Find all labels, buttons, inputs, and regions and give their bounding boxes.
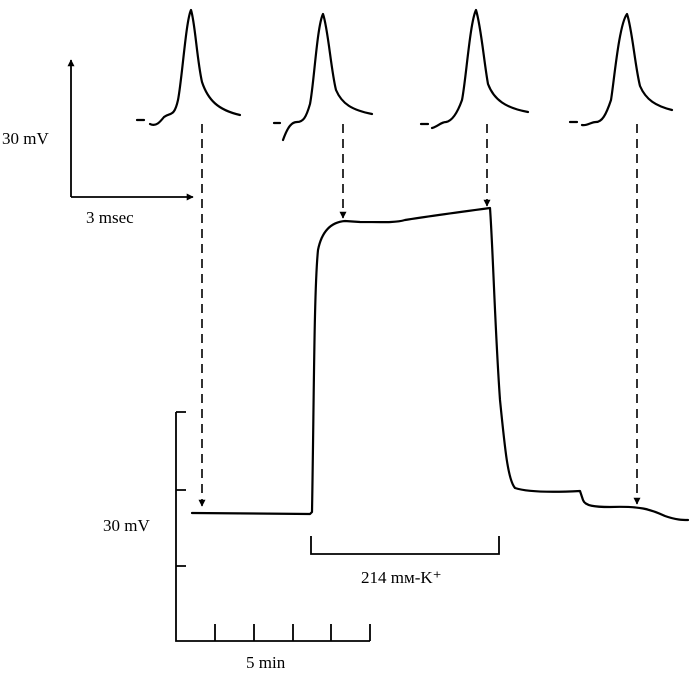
stimulus-bar bbox=[310, 536, 500, 555]
potassium-application-bar: 214 mм-K⁺ bbox=[310, 536, 500, 587]
trace-time-ticks bbox=[214, 624, 371, 641]
spike-scale-bars: 30 mV 3 msec bbox=[2, 59, 194, 227]
spike-to-trace-arrows bbox=[198, 124, 641, 507]
trace-voltage-ticks bbox=[176, 411, 186, 567]
spike-time-label: 3 msec bbox=[86, 208, 134, 227]
membrane-potential-trace bbox=[190, 206, 690, 522]
action-potential-4 bbox=[568, 12, 674, 127]
spike-voltage-label: 30 mV bbox=[2, 129, 49, 148]
action-potential-2 bbox=[272, 12, 374, 142]
stimulus-label: 214 mм-K⁺ bbox=[361, 568, 442, 587]
trace-voltage-label: 30 mV bbox=[103, 516, 150, 535]
trace-scale-bars: 30 mV 5 min bbox=[103, 411, 371, 672]
action-potential-1 bbox=[135, 8, 242, 126]
trace-time-label: 5 min bbox=[246, 653, 286, 672]
action-potential-spikes bbox=[135, 8, 674, 142]
action-potential-3 bbox=[419, 8, 530, 130]
trace-voltage-scale-bar bbox=[175, 412, 370, 642]
